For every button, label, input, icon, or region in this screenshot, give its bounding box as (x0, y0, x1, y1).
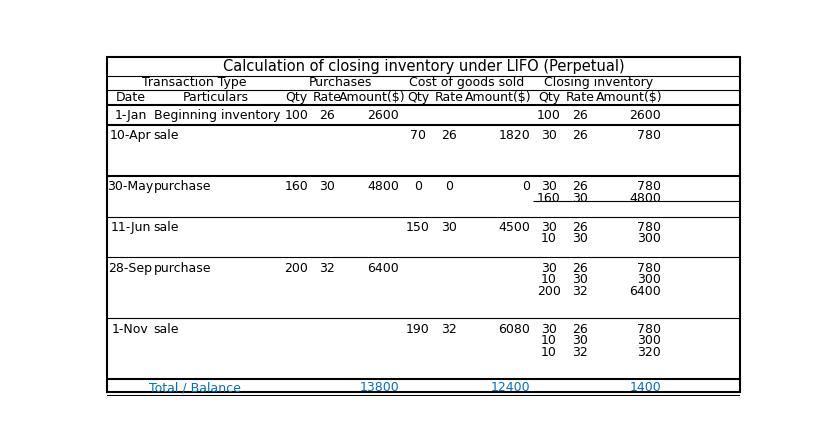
Text: 30: 30 (572, 334, 588, 347)
Text: 30: 30 (541, 323, 557, 336)
Text: 6080: 6080 (498, 323, 530, 336)
Text: 1-Nov: 1-Nov (112, 323, 149, 336)
Text: 70: 70 (410, 129, 426, 142)
Text: Qty: Qty (538, 91, 560, 104)
Text: 0: 0 (445, 180, 453, 193)
Text: 780: 780 (637, 221, 662, 234)
Text: 32: 32 (441, 323, 457, 336)
Text: 1820: 1820 (499, 129, 530, 142)
Text: 32: 32 (320, 262, 335, 275)
Text: 30: 30 (572, 273, 588, 286)
Text: 1-Jan: 1-Jan (114, 109, 146, 122)
Text: 6400: 6400 (629, 285, 662, 298)
Text: 30: 30 (541, 129, 557, 142)
Text: 4500: 4500 (498, 221, 530, 234)
Text: 26: 26 (441, 129, 457, 142)
Text: 320: 320 (638, 346, 662, 359)
Text: 30: 30 (541, 180, 557, 193)
Text: Amount($): Amount($) (465, 91, 532, 104)
Text: 4800: 4800 (368, 180, 399, 193)
Text: 200: 200 (284, 262, 308, 275)
Text: Rate: Rate (566, 91, 595, 104)
Text: 32: 32 (572, 346, 588, 359)
Text: sale: sale (154, 129, 179, 142)
Text: sale: sale (154, 323, 179, 336)
Text: 30: 30 (541, 221, 557, 234)
Text: 780: 780 (637, 262, 662, 275)
Text: 26: 26 (572, 221, 588, 234)
Text: 300: 300 (638, 232, 662, 246)
Text: 780: 780 (637, 180, 662, 193)
Text: 30: 30 (541, 262, 557, 275)
Text: 6400: 6400 (368, 262, 399, 275)
Text: Rate: Rate (434, 91, 463, 104)
Text: 28-Sep: 28-Sep (108, 262, 152, 275)
Text: Amount($): Amount($) (339, 91, 405, 104)
Text: 10: 10 (541, 334, 557, 347)
Text: 11-Jun: 11-Jun (110, 221, 150, 234)
Text: Beginning inventory: Beginning inventory (154, 109, 280, 122)
Text: Qty: Qty (285, 91, 307, 104)
Text: 300: 300 (638, 334, 662, 347)
Text: 10-Apr: 10-Apr (110, 129, 151, 142)
Text: 26: 26 (572, 262, 588, 275)
Text: 30: 30 (572, 192, 588, 205)
Text: 160: 160 (284, 180, 308, 193)
Text: Purchases: Purchases (309, 76, 373, 89)
Text: Cost of goods sold: Cost of goods sold (410, 76, 525, 89)
Text: 0: 0 (522, 180, 530, 193)
Text: 0: 0 (414, 180, 422, 193)
Text: 780: 780 (637, 323, 662, 336)
Text: 150: 150 (406, 221, 430, 234)
Text: 26: 26 (320, 109, 335, 122)
Text: Date: Date (116, 91, 145, 104)
Text: 10: 10 (541, 232, 557, 246)
Text: 780: 780 (637, 129, 662, 142)
Text: 100: 100 (284, 109, 308, 122)
Text: 30: 30 (572, 232, 588, 246)
Text: Particulars: Particulars (183, 91, 249, 104)
Text: 10: 10 (541, 273, 557, 286)
Text: 30-May: 30-May (107, 180, 154, 193)
Text: 300: 300 (638, 273, 662, 286)
Text: purchase: purchase (154, 262, 211, 275)
Text: 12400: 12400 (491, 381, 530, 394)
Text: 26: 26 (572, 109, 588, 122)
Text: purchase: purchase (154, 180, 211, 193)
Text: 4800: 4800 (629, 192, 662, 205)
Text: 100: 100 (537, 109, 561, 122)
Text: 26: 26 (572, 323, 588, 336)
Text: Amount($): Amount($) (596, 91, 662, 104)
Text: 32: 32 (572, 285, 588, 298)
Text: Calculation of closing inventory under LIFO (Perpetual): Calculation of closing inventory under L… (222, 59, 624, 74)
Text: Qty: Qty (407, 91, 429, 104)
Text: 2600: 2600 (368, 109, 399, 122)
Text: 13800: 13800 (359, 381, 399, 394)
Text: 160: 160 (537, 192, 561, 205)
Text: 2600: 2600 (629, 109, 662, 122)
Text: Closing inventory: Closing inventory (544, 76, 653, 89)
Text: 1400: 1400 (629, 381, 662, 394)
Text: 30: 30 (441, 221, 458, 234)
Text: sale: sale (154, 221, 179, 234)
Text: Total / Balance: Total / Balance (149, 381, 240, 394)
Text: 10: 10 (541, 346, 557, 359)
Text: Rate: Rate (313, 91, 342, 104)
Text: 200: 200 (537, 285, 561, 298)
Text: 26: 26 (572, 129, 588, 142)
Text: Transaction Type: Transaction Type (142, 76, 247, 89)
Text: 26: 26 (572, 180, 588, 193)
Text: 190: 190 (406, 323, 430, 336)
Text: 30: 30 (320, 180, 335, 193)
